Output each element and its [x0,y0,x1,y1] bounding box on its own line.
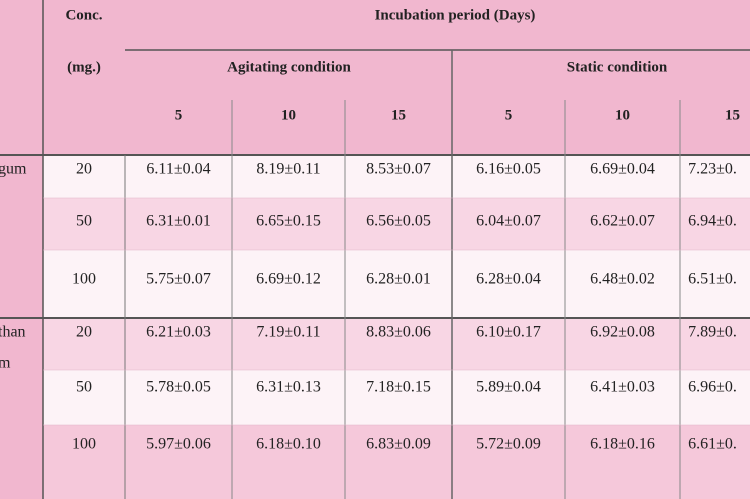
cell: 6.61±0. [688,436,737,453]
cell: 6.16±0.05 [476,161,541,178]
row-label: gum [0,161,27,178]
cell: 6.18±0.10 [256,436,321,453]
row-label: m [0,355,11,372]
row-label: than [0,324,26,341]
cell: 6.31±0.13 [256,379,321,396]
cell: 6.11±0.04 [146,161,210,178]
row-bg [43,198,750,250]
header-cell: Agitating condition [227,59,351,75]
cell: 7.89±0. [688,324,737,341]
cell: 6.83±0.09 [366,436,431,453]
cell: 6.94±0. [688,213,737,230]
cell: 20 [76,324,92,341]
cell: 50 [76,213,92,230]
cell: 6.18±0.16 [590,436,655,453]
cell: 50 [76,379,92,396]
header-cell: Conc. [65,7,102,23]
cell: 7.19±0.11 [256,324,320,341]
row-bg [43,425,750,499]
cell: 6.21±0.03 [146,324,211,341]
header-cell: 10 [615,107,630,123]
cell: 100 [72,271,96,288]
row-bg [43,318,750,370]
cell: 20 [76,161,92,178]
cell: 6.56±0.05 [366,213,431,230]
cell: 6.31±0.01 [146,213,211,230]
cell: 5.75±0.07 [146,271,211,288]
header-cell: 5 [175,107,183,123]
cell: 7.18±0.15 [366,379,431,396]
header-bg [0,0,750,155]
cell: 7.23±0. [688,161,737,178]
cell: 8.83±0.06 [366,324,431,341]
cell: 6.69±0.04 [590,161,655,178]
header-cell: 5 [505,107,513,123]
cell: 6.48±0.02 [590,271,655,288]
header-cell: Static condition [567,59,668,75]
label-column-bg [0,155,43,499]
cell: 6.28±0.04 [476,271,541,288]
header-cell: 10 [281,107,296,123]
header-cell: Incubation period (Days) [375,7,536,23]
cell: 8.53±0.07 [366,161,431,178]
header-cell: (mg.) [67,59,101,75]
cell: 6.51±0. [688,271,737,288]
cell: 6.04±0.07 [476,213,541,230]
cell: 100 [72,436,96,453]
cell: 5.78±0.05 [146,379,211,396]
cell: 5.89±0.04 [476,379,541,396]
cell: 6.69±0.12 [256,271,321,288]
row-bg [43,370,750,425]
cell: 6.92±0.08 [590,324,655,341]
cell: 6.65±0.15 [256,213,321,230]
cell: 6.96±0. [688,379,737,396]
header-cell: 15 [391,107,406,123]
cell: 6.10±0.17 [476,324,541,341]
row-bg [43,155,750,198]
cell: 6.28±0.01 [366,271,431,288]
row-bg [43,250,750,318]
header-cell: 15 [725,107,740,123]
cell: 6.41±0.03 [590,379,655,396]
cell: 5.72±0.09 [476,436,541,453]
cell: 5.97±0.06 [146,436,211,453]
cell: 6.62±0.07 [590,213,655,230]
cell: 8.19±0.11 [256,161,320,178]
